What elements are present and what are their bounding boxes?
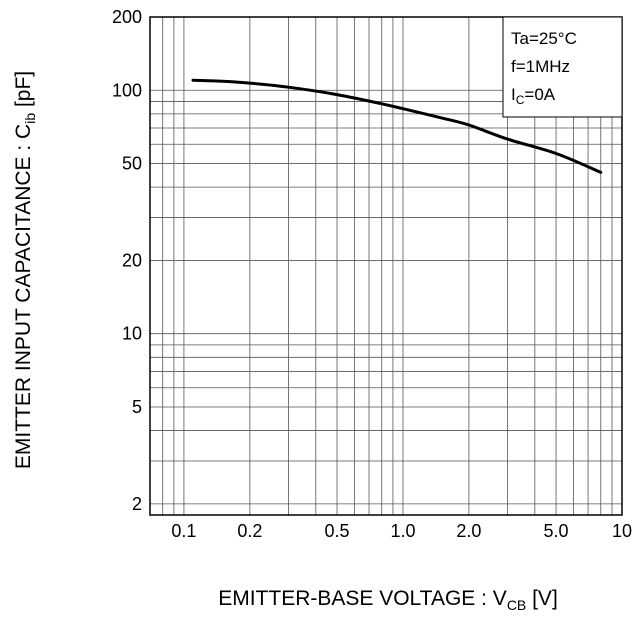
x-tick-label: 2.0 xyxy=(456,521,481,541)
y-tick-label: 2 xyxy=(132,494,142,514)
y-tick-labels: 2 5 10 20 50 100 200 xyxy=(112,7,142,514)
plot-frame xyxy=(149,16,623,516)
y-tick-label: 50 xyxy=(122,154,142,174)
x-tick-label: 0.5 xyxy=(325,521,350,541)
condition-text: Ta=25°C xyxy=(511,29,577,48)
x-tick-label: 1.0 xyxy=(390,521,415,541)
conditions-legend: Ta=25°C f=1MHz IC=0A xyxy=(502,16,623,118)
condition-text: IC=0A xyxy=(511,85,556,107)
y-tick-label: 20 xyxy=(122,250,142,270)
x-tick-label: 0.1 xyxy=(171,521,196,541)
series xyxy=(191,78,603,174)
x-tick-labels: 0.1 0.2 0.5 1.0 2.0 5.0 10 xyxy=(171,521,632,541)
x-tick-label: 0.2 xyxy=(237,521,262,541)
x-axis-label: EMITTER-BASE VOLTAGE : VCB [V] xyxy=(218,587,558,613)
capacitance-curve xyxy=(191,78,603,174)
y-tick-label: 10 xyxy=(122,324,142,344)
conditions-box xyxy=(502,16,623,118)
y-tick-label: 5 xyxy=(132,397,142,417)
y-tick-label: 100 xyxy=(112,80,142,100)
x-tick-label: 5.0 xyxy=(544,521,569,541)
x-tick-label: 10 xyxy=(612,521,632,541)
condition-text: f=1MHz xyxy=(511,57,570,76)
y-tick-label: 200 xyxy=(112,7,142,27)
y-axis-label: EMITTER INPUT CAPACITANCE : Cib [pF] xyxy=(12,71,38,469)
